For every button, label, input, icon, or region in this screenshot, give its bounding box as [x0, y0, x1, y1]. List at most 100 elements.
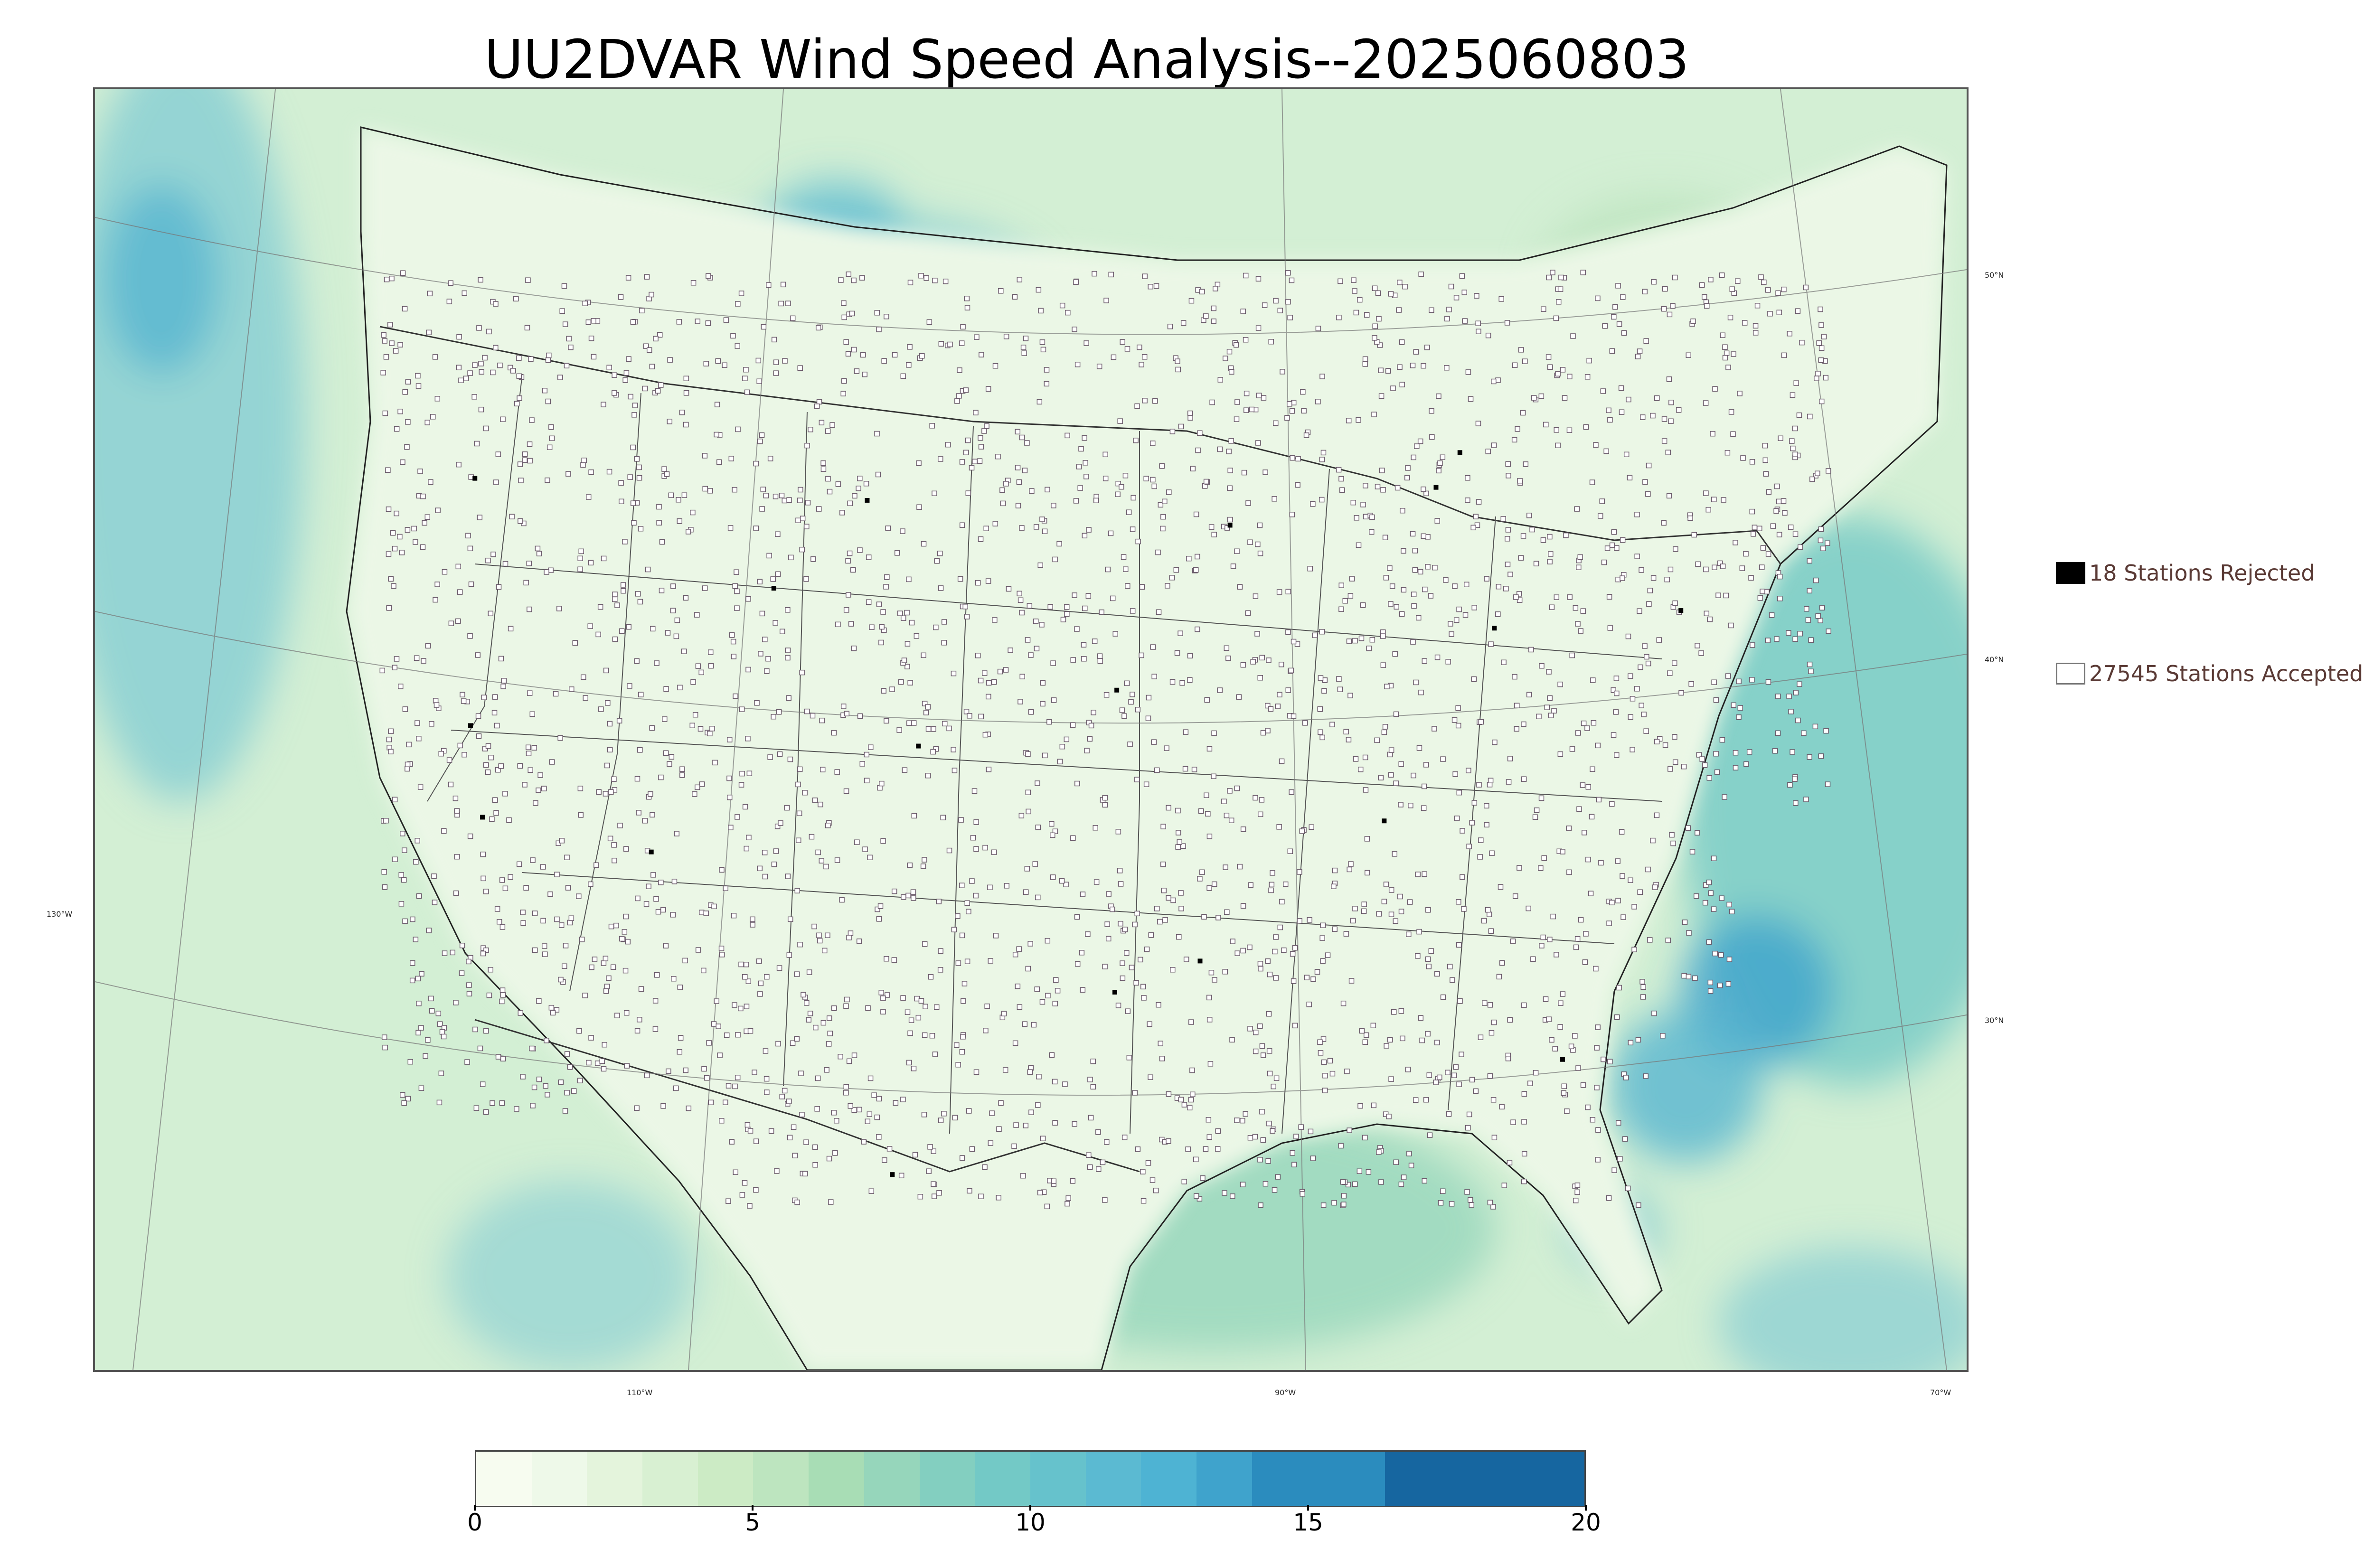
station-accepted — [529, 711, 536, 717]
station-accepted — [405, 527, 411, 533]
station-accepted — [1320, 1202, 1327, 1208]
station-accepted — [536, 998, 542, 1004]
station-accepted — [562, 321, 568, 327]
station-accepted — [884, 574, 890, 580]
station-accepted — [844, 711, 849, 716]
station-accepted — [1290, 951, 1296, 957]
colorbar-bin-11 — [1085, 1452, 1141, 1506]
station-accepted — [846, 271, 852, 277]
station-accepted — [785, 873, 791, 879]
station-accepted — [970, 835, 976, 841]
lon-label-110w: 110°W — [627, 1388, 653, 1397]
station-accepted — [621, 588, 626, 594]
station-accepted — [1072, 327, 1077, 332]
station-accepted — [572, 640, 578, 646]
station-accepted — [867, 854, 873, 860]
station-accepted — [1273, 934, 1279, 940]
station-accepted — [1580, 782, 1586, 788]
station-accepted — [1387, 1037, 1393, 1043]
station-accepted — [991, 849, 997, 855]
station-accepted — [1027, 941, 1033, 947]
station-accepted — [1436, 468, 1441, 474]
station-accepted — [508, 365, 513, 371]
station-accepted — [1285, 589, 1291, 594]
station-accepted — [865, 1005, 871, 1011]
station-accepted — [1792, 636, 1798, 642]
station-accepted — [1108, 530, 1114, 536]
station-accepted — [1703, 400, 1709, 406]
station-accepted — [1558, 274, 1564, 281]
station-accepted — [936, 1190, 942, 1196]
station-accepted — [663, 686, 669, 692]
station-accepted — [1443, 577, 1449, 583]
station-accepted — [1455, 705, 1461, 711]
station-accepted — [1378, 393, 1385, 399]
station-accepted — [602, 1042, 607, 1048]
station-accepted — [1686, 930, 1692, 936]
station-accepted — [1589, 479, 1595, 485]
station-accepted — [1613, 709, 1619, 715]
station-accepted — [1381, 899, 1387, 904]
station-accepted — [650, 626, 656, 632]
station-accepted — [535, 545, 541, 552]
station-accepted — [728, 825, 734, 830]
station-accepted — [1473, 514, 1479, 519]
station-accepted — [681, 648, 687, 654]
station-accepted — [1310, 976, 1316, 982]
station-accepted — [418, 1025, 424, 1031]
station-accepted — [650, 812, 655, 818]
station-accepted — [1746, 749, 1752, 755]
station-accepted — [779, 1094, 785, 1099]
station-accepted — [1099, 609, 1104, 615]
station-accepted — [1657, 736, 1663, 742]
station-accepted — [959, 1049, 965, 1055]
station-accepted — [1609, 900, 1615, 905]
station-accepted — [542, 387, 548, 394]
station-accepted — [1015, 983, 1021, 989]
station-accepted — [1615, 1120, 1621, 1126]
station-accepted — [938, 948, 943, 954]
station-accepted — [554, 916, 560, 922]
station-accepted — [1122, 566, 1129, 572]
station-accepted — [1446, 1111, 1452, 1117]
station-accepted — [1166, 805, 1171, 811]
wind-speed-map[interactable] — [93, 87, 1969, 1372]
station-accepted — [1017, 277, 1023, 282]
station-accepted — [1285, 270, 1291, 276]
station-accepted — [931, 1148, 936, 1154]
station-accepted — [528, 767, 533, 773]
station-accepted — [464, 1059, 470, 1065]
station-accepted — [1361, 901, 1367, 907]
station-accepted — [1179, 680, 1185, 686]
station-accepted — [1292, 945, 1298, 951]
station-accepted — [1297, 918, 1302, 924]
station-accepted — [897, 610, 903, 616]
colorbar-bin-7 — [864, 1452, 920, 1506]
station-accepted — [1666, 376, 1672, 382]
station-accepted — [1471, 676, 1477, 682]
station-accepted — [1087, 1164, 1093, 1170]
station-accepted — [1517, 865, 1522, 871]
station-accepted — [1566, 826, 1572, 831]
station-accepted — [813, 1024, 819, 1031]
station-accepted — [762, 850, 768, 855]
station-accepted — [1064, 604, 1070, 610]
station-accepted — [381, 869, 387, 875]
station-accepted — [400, 831, 405, 836]
station-accepted — [1139, 652, 1144, 658]
station-accepted — [1503, 586, 1509, 592]
station-accepted — [1412, 567, 1418, 573]
station-accepted — [953, 1042, 960, 1048]
station-accepted — [509, 514, 515, 519]
station-accepted — [747, 1128, 754, 1134]
station-accepted — [997, 668, 1003, 675]
station-accepted — [1581, 720, 1587, 726]
station-accepted — [597, 604, 603, 610]
station-accepted — [658, 880, 664, 885]
station-accepted — [676, 319, 682, 325]
station-accepted — [1319, 457, 1325, 462]
station-accepted — [421, 658, 426, 664]
colorbar-tick-label-0: 0 — [467, 1509, 482, 1536]
station-accepted — [1039, 339, 1046, 345]
station-accepted — [516, 373, 522, 379]
